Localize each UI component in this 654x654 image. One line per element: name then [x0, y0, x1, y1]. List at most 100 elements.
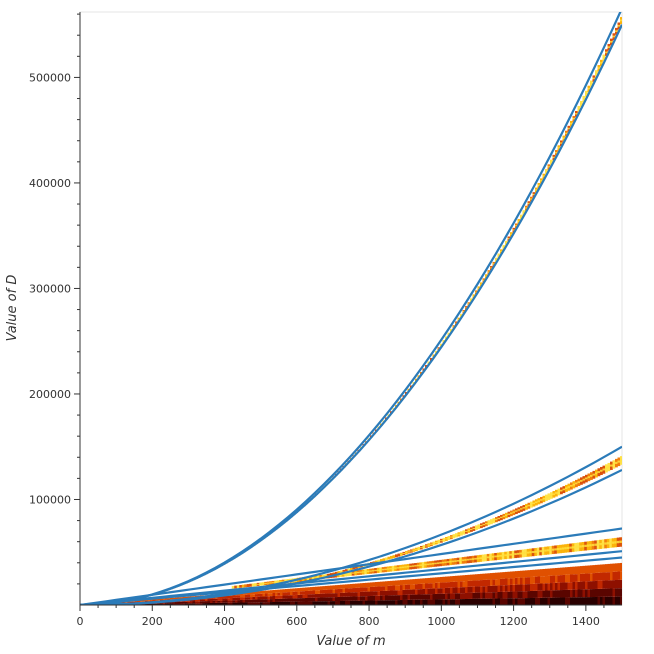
heat-cell — [222, 598, 226, 601]
heat-cell — [352, 596, 356, 601]
heat-cell-core — [414, 565, 418, 567]
heat-cell — [162, 598, 166, 600]
heat-cell — [610, 563, 613, 572]
heat-cell — [185, 600, 188, 602]
heat-cell — [537, 569, 541, 577]
heat-cell — [350, 588, 353, 593]
heat-cell — [317, 593, 321, 598]
heat-cell — [535, 597, 538, 605]
heat-cell-core — [470, 528, 473, 531]
heat-cell — [565, 567, 568, 575]
series-line — [80, 556, 622, 605]
heat-cell — [355, 566, 358, 569]
heat-cell — [577, 597, 581, 605]
heat-cell-core — [542, 498, 546, 500]
heat-cell — [395, 600, 398, 605]
heat-cell-core — [585, 477, 588, 480]
heat-cell — [565, 574, 568, 583]
heat-cell — [340, 592, 343, 597]
heat-cell — [392, 580, 396, 586]
heat-cell — [515, 598, 518, 605]
heat-cell-core — [607, 46, 611, 48]
heat-cell-core — [460, 315, 463, 317]
heat-cell — [234, 585, 238, 589]
heat-cell-core — [576, 545, 580, 548]
heat-cell — [530, 576, 533, 584]
heat-cell — [367, 596, 371, 601]
heat-cell — [245, 599, 248, 603]
heat-cell-core — [440, 540, 443, 542]
heat-cell — [522, 570, 526, 578]
heat-cell-core — [500, 516, 503, 519]
heat-cell — [267, 602, 271, 605]
heat-cell — [377, 586, 381, 592]
heat-cell — [295, 588, 298, 592]
heat-cell — [232, 602, 236, 605]
heat-cell — [472, 586, 476, 593]
heat-cell — [300, 587, 303, 592]
y-tick-label: 300000 — [29, 282, 71, 295]
heat-cell — [295, 591, 298, 595]
heat-cell — [387, 600, 391, 605]
heat-cell — [377, 559, 381, 563]
heat-cell — [342, 588, 346, 593]
heat-cell — [340, 600, 343, 605]
heat-cell — [272, 599, 276, 603]
heat-cell — [590, 565, 593, 574]
heat-cell — [270, 590, 273, 594]
heat-cell — [312, 594, 316, 598]
heat-cell — [382, 600, 386, 605]
heat-cell — [240, 595, 243, 598]
heat-cell — [400, 580, 403, 586]
heat-cell — [197, 601, 201, 604]
heat-cell — [592, 565, 596, 574]
heat-cell — [420, 589, 423, 595]
heat-cell — [365, 591, 368, 597]
heat-cell — [402, 589, 406, 595]
heat-cell — [467, 586, 471, 593]
heat-cell — [282, 589, 286, 593]
heat-cell — [297, 601, 301, 605]
heat-cell — [552, 590, 556, 598]
heat-cell — [227, 600, 231, 603]
heat-cell — [485, 573, 488, 580]
heat-cell — [495, 579, 498, 586]
heat-cell-core — [512, 229, 516, 231]
heat-cell-core — [505, 514, 508, 517]
heat-cell — [275, 592, 278, 596]
heat-cell — [547, 575, 551, 584]
heat-cell — [212, 598, 216, 601]
heat-cell — [322, 593, 326, 598]
heat-cell-core — [504, 554, 508, 557]
heat-cell — [347, 596, 351, 601]
heat-cell — [310, 601, 313, 605]
heat-cell-core — [556, 548, 560, 551]
heat-cell — [215, 596, 218, 599]
heat-cell — [167, 598, 171, 600]
heat-cell — [225, 598, 228, 601]
heat-cell-core — [509, 553, 513, 556]
heat-cell — [357, 592, 361, 597]
heat-cell — [310, 594, 313, 598]
heat-cell-core — [527, 504, 531, 507]
heat-cell — [267, 596, 271, 600]
heat-cell-core — [391, 567, 395, 570]
heat-cell-core — [610, 40, 613, 43]
heat-cell — [570, 589, 573, 598]
heat-cell-core — [517, 509, 521, 511]
heat-cell — [447, 576, 451, 583]
heat-cell-core — [555, 492, 558, 494]
heat-cell — [450, 587, 453, 594]
heat-cell-core — [366, 570, 370, 573]
heat-cell — [260, 602, 263, 605]
heat-cell — [330, 585, 333, 590]
heat-cell — [362, 583, 366, 588]
heat-cell — [325, 585, 328, 590]
heat-cell — [340, 596, 343, 601]
heat-cell — [497, 598, 501, 605]
heat-cell — [250, 594, 253, 598]
heat-cell — [445, 587, 448, 594]
heat-cell-core — [381, 568, 385, 571]
heat-cell-core — [400, 553, 403, 555]
heat-cell — [392, 595, 396, 601]
